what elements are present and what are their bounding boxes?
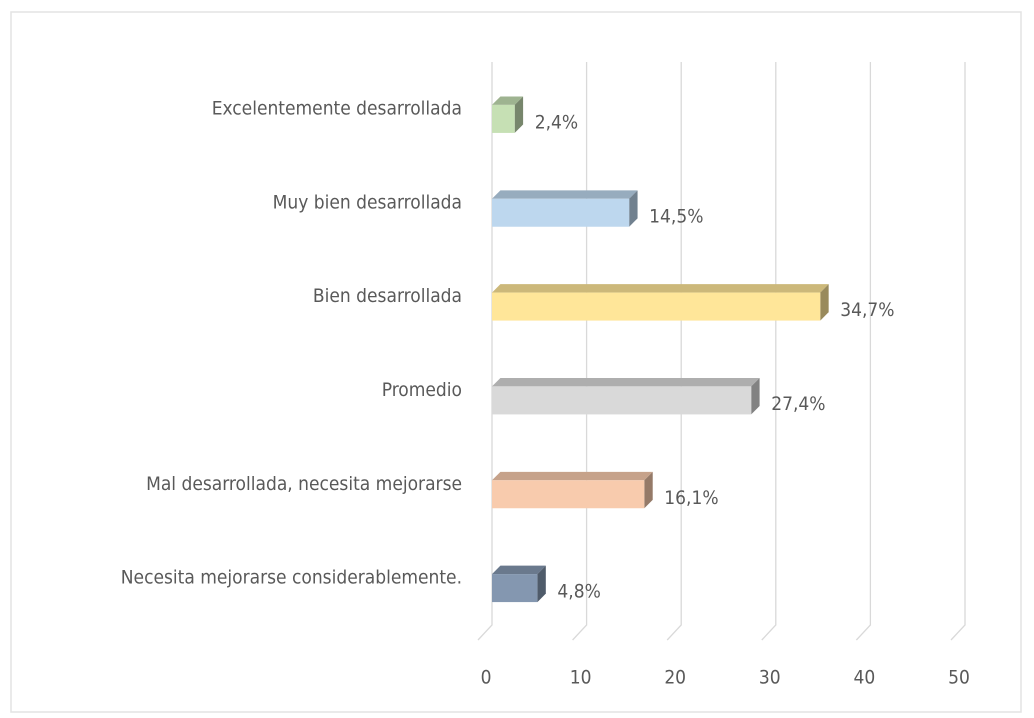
bar-side [629,190,638,227]
value-label: 14,5% [649,205,703,227]
bar-side [537,565,546,603]
x-tick-label: 10 [570,667,592,689]
grid-line [477,62,493,641]
bar-top [492,378,760,387]
value-label: 27,4% [771,393,825,415]
x-tick-label: 50 [948,667,970,689]
bar-side [514,96,524,133]
bar [492,198,630,227]
bar-top [492,471,653,481]
bar-top [492,565,546,575]
bar [492,386,752,415]
category-label: Mal desarrollada, necesita mejorarse [146,473,462,495]
x-tick-label: 0 [481,667,492,689]
value-label: 4,8% [557,581,600,603]
x-tick-label: 20 [664,667,686,689]
bar-side [751,378,760,415]
category-label: Muy bien desarrollada [273,191,462,213]
grid-line [855,62,872,641]
category-label: Promedio [382,379,462,401]
bar [492,292,821,321]
value-label: 16,1% [664,487,718,509]
x-tick-label: 40 [854,667,876,689]
category-label: Excelentemente desarrollada [212,97,462,119]
bar-top [492,190,638,199]
grid-line [761,62,777,641]
category-label: Necesita mejorarse considerablemente. [121,567,462,589]
grid-line [572,62,588,641]
grid-line [666,62,682,641]
bar-side [820,284,829,321]
bar [492,574,538,603]
bar-top [492,284,829,293]
x-tick-label: 30 [759,667,781,689]
category-label: Bien desarrollada [313,285,462,307]
bar-top [492,96,524,105]
grid-line [950,62,966,641]
bar-side [644,471,653,509]
bar [492,104,515,133]
value-label: 34,7% [840,299,894,321]
bar [492,480,645,509]
value-label: 2,4% [535,111,578,133]
